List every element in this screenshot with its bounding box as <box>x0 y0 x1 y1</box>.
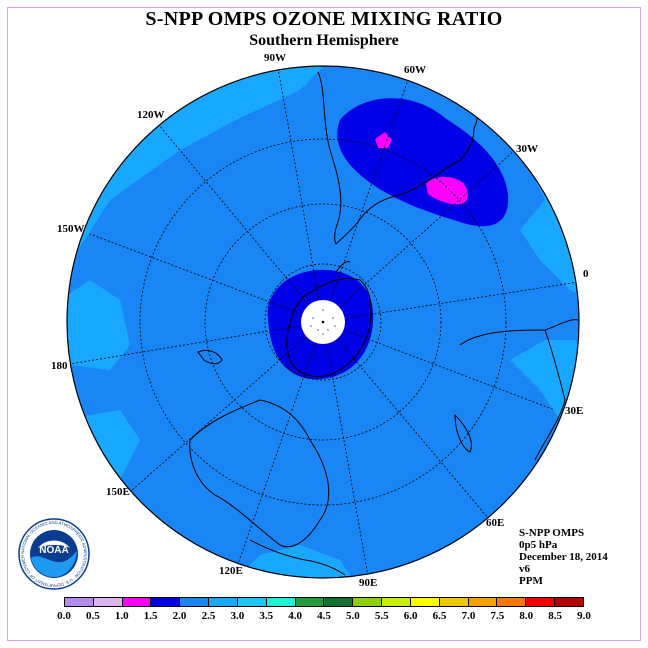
meridian-label-60e: 60E <box>486 517 505 529</box>
colorbar-swatch <box>295 598 325 606</box>
info-units: PPM <box>519 575 543 587</box>
colorbar-tick-label: 6.5 <box>432 610 447 622</box>
colorbar-tick-label: 7.5 <box>490 610 505 622</box>
meridian-label-30w: 30W <box>516 143 538 155</box>
colorbar-swatch <box>122 598 152 606</box>
pole-dots <box>310 309 336 335</box>
meridian-label-60w: 60W <box>404 64 426 76</box>
colorbar-tick-label: 8.0 <box>519 610 534 622</box>
coast-antarctica <box>286 261 372 377</box>
info-date: December 18, 2014 <box>519 551 608 563</box>
coast-africa <box>459 319 579 461</box>
meridian-label-30e: 30E <box>565 405 584 417</box>
colorbar-tick-label: 0.0 <box>57 610 71 622</box>
coastlines <box>189 71 579 576</box>
colorbar-tick-label: 5.0 <box>346 610 360 622</box>
light-band-south <box>230 545 360 578</box>
noaa-logo: NOAA NATIONAL OCEANIC AND ATMOSPHERIC AD… <box>18 518 90 590</box>
colorbar-tick-label: 0.5 <box>86 610 100 622</box>
info-satellite: S-NPP OMPS <box>519 527 585 539</box>
colorbar-swatch <box>555 598 583 606</box>
page-title: S-NPP OMPS OZONE MIXING RATIO <box>145 8 503 30</box>
max-region-small <box>375 132 392 148</box>
colorbar-swatch <box>439 598 469 606</box>
colorbar-tick-label: 5.5 <box>374 610 389 622</box>
figure-border <box>7 7 641 641</box>
colorbar-swatch <box>151 598 181 606</box>
colorbar-tick-label: 8.5 <box>548 610 562 622</box>
graticule <box>69 67 579 577</box>
colorbar-tick-label: 2.5 <box>201 610 216 622</box>
meridian-label-150e: 150E <box>106 486 130 498</box>
colorbar-swatch <box>353 598 383 606</box>
colorbar-tick-label: 1.0 <box>114 610 129 622</box>
colorbar-swatch <box>382 598 411 606</box>
noaa-logo-text: NOAA <box>39 545 68 556</box>
colorbar-swatch <box>65 598 94 606</box>
colorbar-tick-label: 7.0 <box>461 610 476 622</box>
colorbar-swatch <box>209 598 238 606</box>
colorbar-labels: 0.0 0.5 1.0 1.5 2.0 2.5 3.0 3.5 4.0 4.5 5.0 5.5 6.0 6… <box>0 610 648 624</box>
product-info: S-NPP OMPS 0p5 hPa December 18, 2014 v6 … <box>519 527 608 587</box>
colorbar-swatch <box>180 598 210 606</box>
meridian-label-0: 0 <box>583 268 589 280</box>
colorbar-swatch <box>93 598 123 606</box>
colorbar-tick-label: 4.0 <box>288 610 302 622</box>
colorbar-tick-label: 6.0 <box>403 610 418 622</box>
colorbar-tick-label: 9.0 <box>577 610 591 622</box>
colorbar-tick-label: 3.0 <box>230 610 245 622</box>
page-subtitle: Southern Hemisphere <box>249 32 399 49</box>
colorbar-swatch <box>497 598 527 606</box>
colorbar-swatch <box>468 598 498 606</box>
info-version: v6 <box>519 563 530 575</box>
light-band-west <box>67 280 130 370</box>
meridian-label-180: 180 <box>51 360 68 372</box>
coast-madagascar <box>454 413 472 453</box>
meridian-label-90w: 90W <box>264 52 286 64</box>
meridian-label-150w: 150W <box>57 223 85 235</box>
info-level: 0p5 hPa <box>519 539 558 551</box>
meridian-label-120w: 120W <box>137 109 165 121</box>
colorbar-tick-label: 3.5 <box>259 610 274 622</box>
colorbar-tick-label: 4.5 <box>317 610 331 622</box>
coast-australia <box>189 399 330 548</box>
colorbar <box>64 597 584 607</box>
meridian-label-120e: 120E <box>219 565 243 577</box>
colorbar-swatch <box>410 598 440 606</box>
map-outline <box>66 65 580 579</box>
colorbar-tick-label: 1.5 <box>143 610 158 622</box>
coast-south-america <box>317 71 478 245</box>
coast-new-zealand <box>197 349 223 365</box>
coast-indonesia <box>249 539 346 576</box>
colorbar-swatch <box>266 598 296 606</box>
meridian-label-90e: 90E <box>359 577 378 589</box>
colorbar-tick-label: 2.0 <box>172 610 187 622</box>
colorbar-swatch <box>237 598 267 606</box>
colorbar-swatch <box>324 598 354 606</box>
colorbar-swatch <box>526 598 556 606</box>
